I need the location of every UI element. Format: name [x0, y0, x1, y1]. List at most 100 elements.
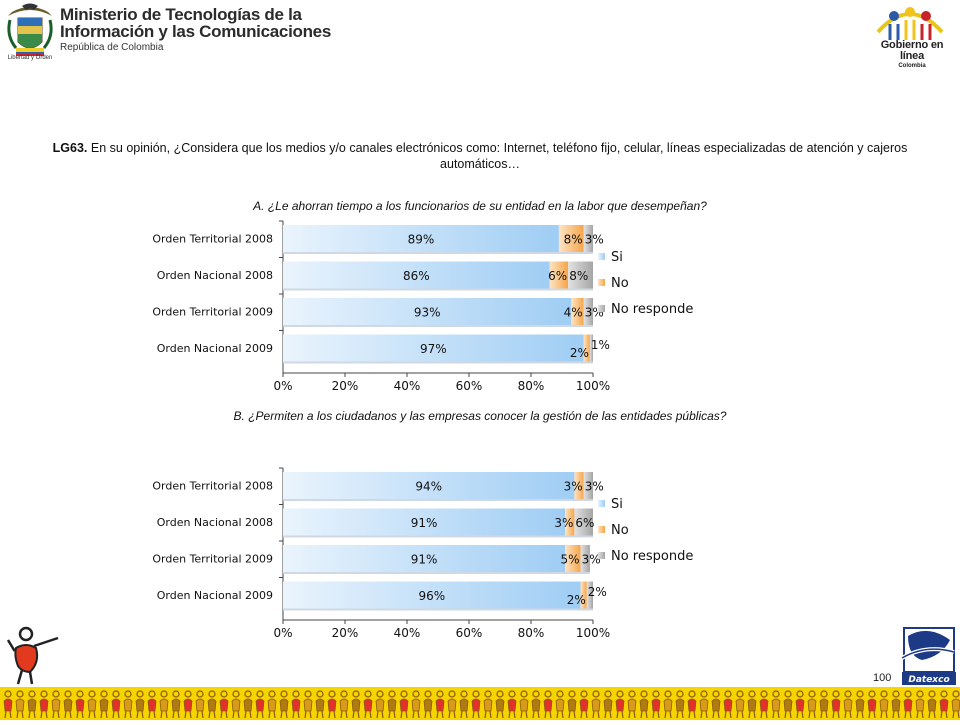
- legend-swatch: [598, 500, 605, 507]
- legend-swatch: [598, 526, 605, 533]
- data-label: 91%: [411, 516, 438, 530]
- footer-person-icon: [399, 690, 409, 719]
- footer-person-icon: [735, 690, 745, 719]
- footer-person-icon: [663, 690, 673, 719]
- bar-segment-no-responde: [574, 508, 593, 536]
- ministry-line3: República de Colombia: [60, 42, 164, 53]
- footer-person-icon: [591, 690, 601, 719]
- x-tick-label: 0%: [273, 626, 292, 640]
- footer-person-icon: [183, 690, 193, 719]
- category-label: Orden Nacional 2008: [157, 269, 273, 282]
- footer-person-icon: [27, 690, 37, 719]
- legend-label: No: [611, 276, 629, 291]
- data-label: 2%: [570, 346, 589, 360]
- bar-segment-si: [283, 334, 584, 362]
- legend-swatch: [598, 305, 605, 312]
- category-label: Orden Nacional 2009: [157, 342, 273, 355]
- category-label: Orden Territorial 2009: [152, 553, 273, 566]
- bar-segment-si: [283, 298, 572, 325]
- x-tick-label: 20%: [332, 626, 359, 640]
- bar-segment-no: [565, 545, 581, 572]
- footer-person-icon: [819, 690, 829, 719]
- footer-person-icon: [123, 690, 133, 719]
- legend-swatch: [598, 552, 605, 559]
- footer-person-icon: [771, 690, 781, 719]
- footer-person-icon: [879, 690, 889, 719]
- footer-person-icon: [507, 690, 517, 719]
- bar-segment-si: [283, 225, 559, 252]
- footer-person-icon: [423, 690, 433, 719]
- bar-shadow: [283, 288, 593, 291]
- bar-shadow: [283, 325, 593, 327]
- category-label: Orden Territorial 2008: [152, 233, 273, 246]
- footer-person-icon: [459, 690, 469, 719]
- footer-person-icon: [267, 690, 277, 719]
- x-tick-label: 80%: [518, 379, 545, 393]
- footer-person-icon: [831, 690, 841, 719]
- chart-b: Orden Territorial 2008 94% 3% 3%Orden Nacio…: [152, 467, 693, 640]
- footer-person-icon: [543, 690, 553, 719]
- bar-segment-no-responde: [583, 225, 593, 252]
- bar-segment-si: [283, 261, 550, 289]
- x-tick-label: 100%: [576, 379, 610, 393]
- bar-segment-no: [558, 225, 584, 252]
- footer-person-icon: [723, 690, 733, 719]
- subquestion-a: A. ¿Le ahorran tiempo a los funcionarios…: [253, 199, 707, 213]
- colombia-coat-of-arms-icon: [7, 3, 53, 56]
- legend-swatch: [598, 253, 605, 260]
- bar-shadow: [283, 252, 593, 254]
- footer-person-icon: [351, 690, 361, 719]
- footer-person-icon: [339, 690, 349, 719]
- footer-person-icon: [891, 690, 901, 719]
- chart-a: Orden Territorial 2008 89% 8% 3% Orden Nacio…: [152, 220, 693, 393]
- footer-person-icon: [867, 690, 877, 719]
- bar-segment-si: [283, 581, 581, 609]
- bar-segment-no: [580, 581, 587, 609]
- footer-person-icon: [255, 690, 265, 719]
- footer-person-icon: [495, 690, 505, 719]
- data-label: 3%: [585, 233, 604, 247]
- category-label: Orden Territorial 2009: [152, 306, 273, 319]
- bar-segment-si: [283, 508, 566, 536]
- bar-segment-no: [565, 508, 575, 536]
- footer-person-icon: [435, 690, 445, 719]
- footer-person-icon: [615, 690, 625, 719]
- gov-name: Gobierno en línea: [880, 39, 944, 62]
- data-label: 86%: [403, 269, 430, 283]
- x-tick-label: 40%: [394, 379, 421, 393]
- footer-person-icon: [627, 690, 637, 719]
- bar-shadow: [283, 608, 593, 611]
- data-label: 96%: [418, 589, 445, 603]
- legend-label: Si: [611, 250, 623, 265]
- footer-person-icon: [951, 690, 960, 719]
- footer-person-icon: [315, 690, 325, 719]
- bar-segment-no-responde: [583, 472, 593, 499]
- data-label: 1%: [591, 338, 610, 352]
- footer-person-icon: [3, 690, 13, 719]
- footer-person-icon: [675, 690, 685, 719]
- bar-segment-no-responde: [589, 334, 593, 362]
- data-label: 93%: [414, 306, 441, 320]
- footer-person-icon: [279, 690, 289, 719]
- data-label: 3%: [564, 480, 583, 494]
- data-label: 8%: [564, 233, 583, 247]
- data-label: 89%: [408, 233, 435, 247]
- footer-person-icon: [699, 690, 709, 719]
- data-label: 6%: [575, 516, 594, 530]
- data-label: 3%: [554, 516, 573, 530]
- data-label: 5%: [561, 553, 580, 567]
- footer-person-icon: [111, 690, 121, 719]
- gobierno-en-linea-name: Gobierno en línea Colombia: [874, 39, 950, 70]
- datexco-logo-icon: Datexco: [900, 627, 956, 685]
- footer-person-icon: [483, 690, 493, 719]
- x-tick-label: 60%: [456, 626, 483, 640]
- footer-person-icon: [531, 690, 541, 719]
- x-tick-label: 20%: [332, 379, 359, 393]
- bar-segment-si: [283, 545, 566, 572]
- footer-person-icon: [807, 690, 817, 719]
- data-label: 6%: [548, 269, 567, 283]
- x-tick-label: 80%: [518, 626, 545, 640]
- gov-country: Colombia: [898, 63, 926, 69]
- footer-person-icon: [39, 690, 49, 719]
- legend-swatch: [598, 279, 605, 286]
